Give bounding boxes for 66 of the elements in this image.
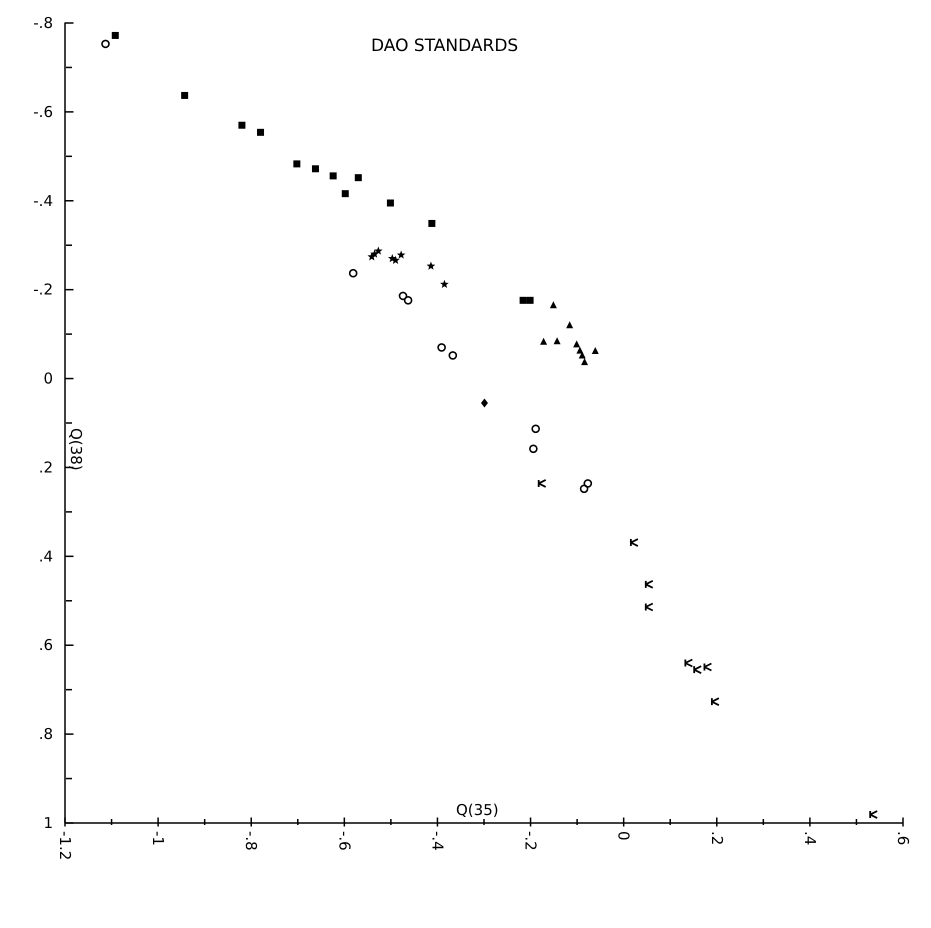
- point: [592, 347, 599, 354]
- point: [330, 172, 337, 180]
- point: [293, 160, 300, 168]
- x-tick-label: 0: [614, 831, 633, 841]
- point: [520, 296, 527, 304]
- point: [312, 165, 319, 172]
- point: [342, 190, 349, 198]
- point: [630, 538, 639, 547]
- point: [398, 292, 408, 300]
- point: [112, 32, 119, 39]
- x-tick-label: -.8: [242, 831, 260, 851]
- y-tick-label: .4: [38, 547, 53, 566]
- point: [554, 337, 561, 344]
- point: [538, 479, 547, 488]
- point: [426, 262, 436, 270]
- point: [644, 580, 654, 589]
- x-tick-label: .4: [800, 831, 819, 846]
- point: [348, 268, 358, 278]
- point: [566, 321, 574, 328]
- point: [238, 122, 246, 129]
- y-tick-label: .6: [38, 636, 53, 654]
- point: [396, 250, 406, 259]
- y-tick-label: .8: [38, 725, 53, 744]
- point: [181, 92, 188, 99]
- y-tick-label: -.6: [33, 102, 53, 121]
- point: [584, 479, 592, 488]
- point: [386, 200, 394, 206]
- point: [101, 40, 110, 48]
- point: [257, 128, 264, 136]
- point: [440, 280, 449, 288]
- x-tick-label: -.4: [428, 831, 446, 851]
- y-tick-label: -.4: [33, 192, 53, 210]
- text: DAO STANDARDS: [371, 36, 518, 56]
- x-tick-label: -.6: [335, 831, 354, 851]
- y-tick-label: .2: [38, 458, 53, 476]
- y-tick-label: -.2: [33, 280, 53, 299]
- point: [573, 340, 580, 348]
- y-tick-label: -.8: [33, 14, 53, 32]
- y-tick-label: 1: [43, 814, 53, 832]
- point: [354, 174, 362, 182]
- point: [480, 398, 488, 408]
- x-tick-label: -.2: [522, 831, 540, 851]
- point: [448, 351, 458, 360]
- point: [869, 810, 878, 819]
- x-tick-label: .6: [894, 831, 912, 846]
- point: [644, 602, 654, 612]
- point: [526, 296, 534, 304]
- point: [581, 358, 588, 366]
- point: [531, 424, 540, 434]
- point: [710, 697, 720, 706]
- point: [437, 343, 446, 352]
- point: [374, 246, 383, 255]
- point: [578, 352, 586, 358]
- point: [540, 338, 548, 345]
- y-axis-title: Q(38): [67, 428, 85, 471]
- x-tick-label: -1.2: [56, 831, 74, 860]
- point: [704, 662, 712, 672]
- x-tick-label: .2: [708, 831, 726, 846]
- point: [529, 444, 538, 454]
- y-tick-label: 0: [43, 370, 53, 388]
- x-tick-label: -1: [149, 831, 168, 846]
- point: [550, 301, 557, 308]
- point: [404, 296, 412, 305]
- point: [580, 484, 588, 494]
- point: [428, 220, 436, 227]
- x-axis-title: Q(35): [456, 801, 499, 819]
